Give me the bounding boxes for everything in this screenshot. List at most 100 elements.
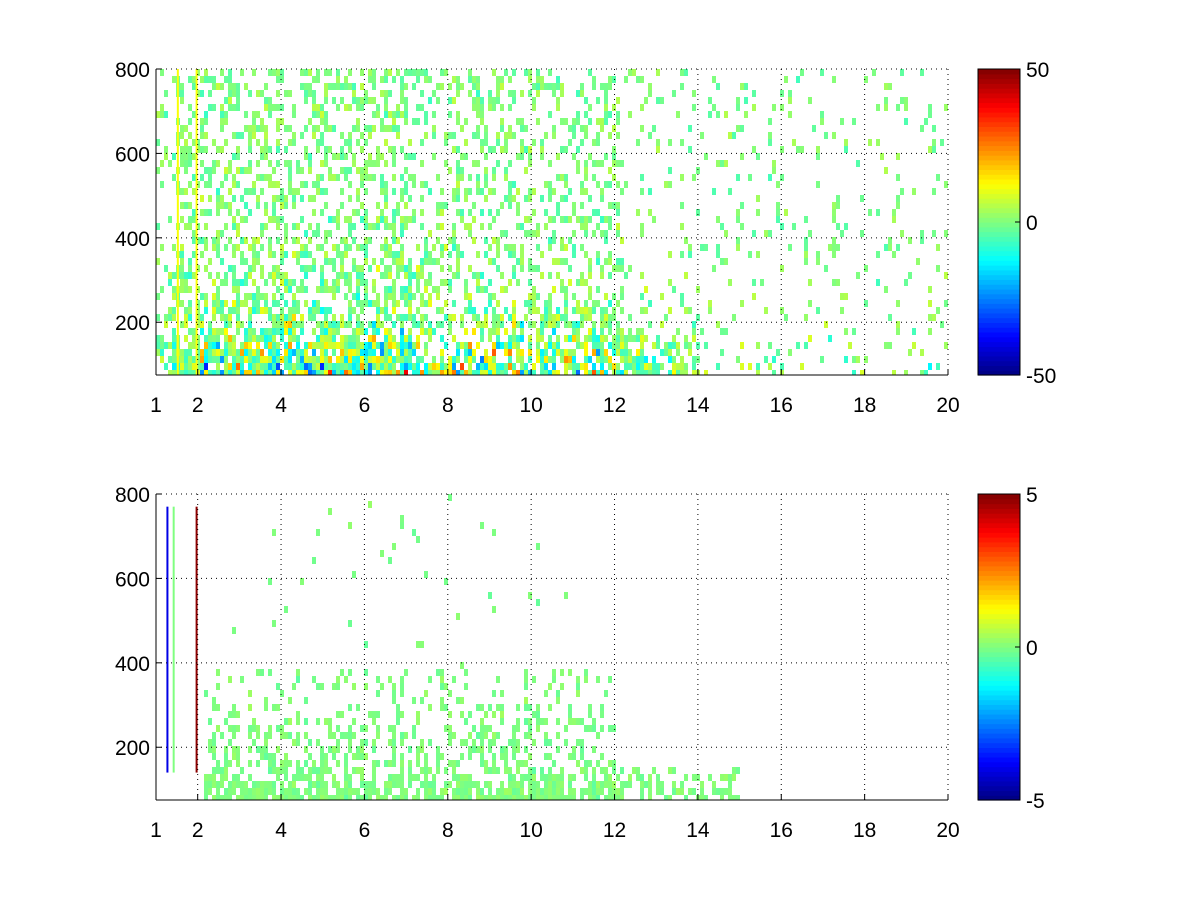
heatmap-cell <box>288 363 292 370</box>
heatmap-cell <box>552 258 556 265</box>
colorbar-swatch <box>978 742 1020 749</box>
heatmap-cell <box>236 795 240 800</box>
heatmap-cell <box>248 321 252 328</box>
heatmap-cell <box>308 307 312 314</box>
heatmap-cell <box>180 188 184 195</box>
heatmap-cell <box>396 711 400 718</box>
heatmap-cell <box>852 118 856 125</box>
heatmap-cell <box>300 132 304 139</box>
heatmap-cell <box>248 335 252 342</box>
heatmap-cell <box>572 328 576 335</box>
heatmap-cell <box>540 146 544 153</box>
heatmap-cell <box>904 118 908 125</box>
heatmap-cell <box>248 690 252 697</box>
heatmap-streak <box>195 506 198 773</box>
heatmap-cell <box>228 788 232 795</box>
heatmap-cell <box>380 795 384 800</box>
heatmap-cell <box>560 286 564 293</box>
y-tick-label: 400 <box>115 653 150 676</box>
heatmap-cell <box>540 767 544 774</box>
heatmap-cell <box>444 704 448 711</box>
heatmap-cell <box>752 90 756 97</box>
heatmap-cell <box>288 342 292 349</box>
colorbar-swatch <box>978 360 1020 367</box>
heatmap-cell <box>256 258 260 265</box>
heatmap-cell <box>556 272 560 279</box>
heatmap-cell <box>288 188 292 195</box>
colorbar-swatch <box>978 651 1020 658</box>
heatmap-cell <box>352 125 356 132</box>
heatmap-cell <box>484 195 488 202</box>
heatmap-cell <box>436 669 440 676</box>
heatmap-cell <box>552 349 556 356</box>
heatmap-cell <box>316 739 320 746</box>
heatmap-cell <box>360 342 364 349</box>
heatmap-cell <box>524 718 528 725</box>
heatmap-cell <box>456 795 460 800</box>
heatmap-cell <box>580 788 584 795</box>
heatmap-cells-1 <box>156 69 948 375</box>
heatmap-cell <box>232 788 236 795</box>
colorbar-swatch <box>978 527 1020 533</box>
heatmap-cell <box>528 90 532 97</box>
heatmap-cell <box>264 370 268 375</box>
heatmap-cell <box>292 795 296 800</box>
colorbar-swatch <box>978 222 1020 228</box>
heatmap-cell <box>332 314 336 321</box>
heatmap-cell <box>840 230 844 237</box>
heatmap-cell <box>336 760 340 767</box>
heatmap-cell <box>896 174 900 181</box>
heatmap-cell <box>348 307 352 314</box>
heatmap-cell <box>332 125 336 132</box>
heatmap-cell <box>408 760 412 767</box>
heatmap-cell <box>392 293 396 300</box>
heatmap-cell <box>200 132 204 139</box>
heatmap-cell <box>944 104 948 111</box>
heatmap-cell <box>428 781 432 788</box>
heatmap-cell <box>244 279 248 286</box>
heatmap-cell <box>428 335 432 342</box>
heatmap-cell <box>596 342 600 349</box>
heatmap-cell <box>432 788 436 795</box>
heatmap-cell <box>556 104 560 111</box>
heatmap-cell <box>256 251 260 258</box>
heatmap-cell <box>828 335 832 342</box>
heatmap-cell <box>620 286 624 293</box>
heatmap-cell <box>512 132 516 139</box>
heatmap-cell <box>228 76 232 83</box>
heatmap-cell <box>588 314 592 321</box>
heatmap-cell <box>324 314 328 321</box>
heatmap-cell <box>452 788 456 795</box>
heatmap-cell <box>904 97 908 104</box>
heatmap-cell <box>384 104 388 111</box>
heatmap-cell <box>404 293 408 300</box>
heatmap-cell <box>484 286 488 293</box>
heatmap-cell <box>324 753 328 760</box>
heatmap-cell <box>468 76 472 83</box>
heatmap-cell <box>392 781 396 788</box>
heatmap-cell <box>184 188 188 195</box>
heatmap-cell <box>576 370 580 375</box>
heatmap-cell <box>172 328 176 335</box>
heatmap-cell <box>448 237 452 244</box>
heatmap-cell <box>472 160 476 167</box>
heatmap-cell <box>512 753 516 760</box>
x-tick-label: 1 <box>150 394 162 417</box>
heatmap-cell <box>272 328 276 335</box>
x-tick-label: 12 <box>603 394 626 417</box>
heatmap-cell <box>252 265 256 272</box>
heatmap-cell <box>272 363 276 370</box>
heatmap-cell <box>228 167 232 174</box>
heatmap-cell <box>272 209 276 216</box>
heatmap-cell <box>168 272 172 279</box>
heatmap-cell <box>272 356 276 363</box>
heatmap-cell <box>600 272 604 279</box>
heatmap-cell <box>220 118 224 125</box>
heatmap-cell <box>452 97 456 104</box>
heatmap-cell <box>540 795 544 800</box>
heatmap-cell <box>184 363 188 370</box>
heatmap-cell <box>284 300 288 307</box>
heatmap-cell <box>816 181 820 188</box>
heatmap-cell <box>368 363 372 370</box>
heatmap-cell <box>312 767 316 774</box>
